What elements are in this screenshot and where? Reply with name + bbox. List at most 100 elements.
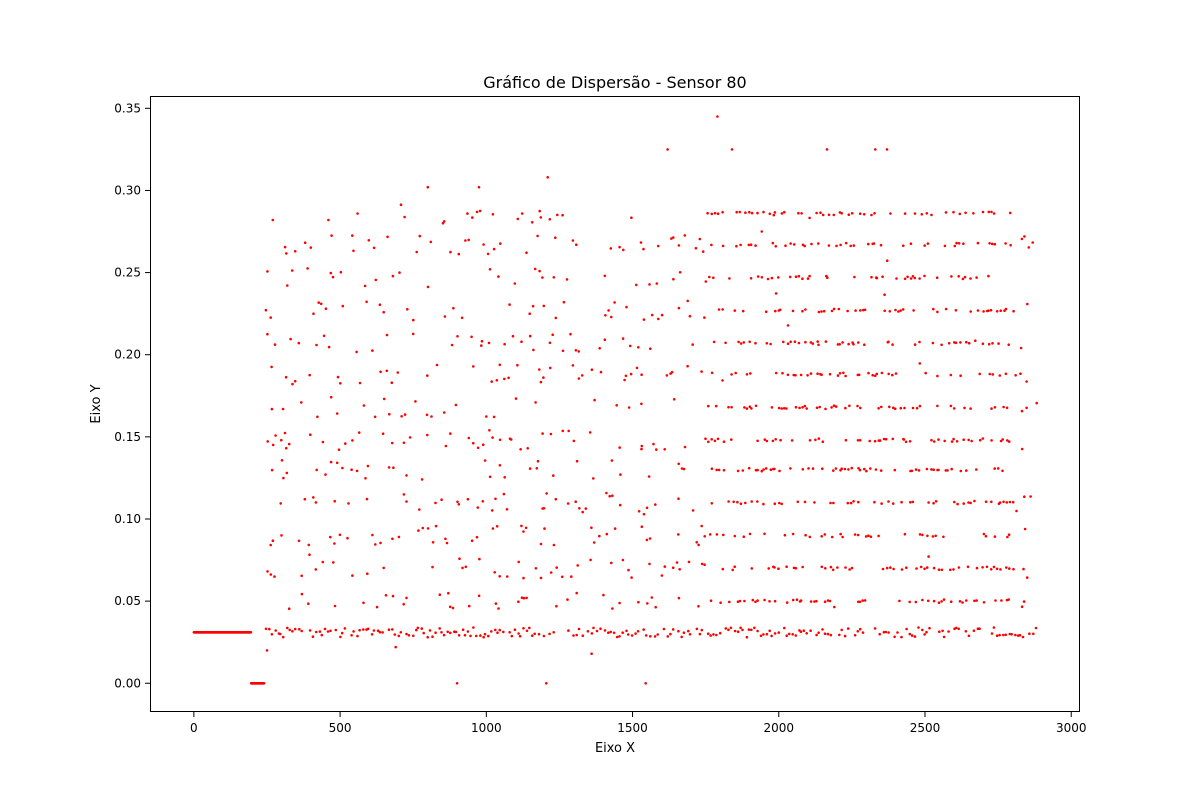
scatter-point — [910, 469, 914, 473]
scatter-point — [510, 634, 514, 638]
scatter-point — [646, 602, 649, 605]
scatter-point — [1022, 600, 1026, 603]
scatter-point — [374, 278, 378, 282]
scatter-point — [865, 469, 868, 473]
scatter-point — [1023, 495, 1026, 499]
scatter-point — [549, 432, 553, 436]
scatter-point — [891, 437, 895, 441]
scatter-point — [710, 438, 713, 441]
scatter-point — [947, 342, 951, 345]
scatter-point — [930, 213, 933, 217]
scatter-point — [636, 630, 640, 633]
scatter-point — [857, 341, 860, 344]
scatter-point — [748, 340, 751, 344]
scatter-point — [490, 630, 493, 633]
scatter-point — [990, 407, 993, 410]
scatter-point — [502, 630, 505, 634]
scatter-point — [932, 468, 935, 472]
scatter-point — [808, 216, 811, 220]
scatter-point — [778, 469, 781, 473]
scatter-point — [663, 565, 667, 568]
scatter-point — [932, 566, 936, 570]
x-tick-label: 3000 — [1056, 721, 1087, 735]
scatter-point — [425, 413, 429, 417]
scatter-point — [875, 372, 879, 376]
scatter-point — [542, 376, 545, 379]
scatter-point — [599, 627, 602, 630]
scatter-point — [572, 439, 576, 443]
scatter-point — [344, 442, 347, 445]
scatter-point — [874, 148, 877, 151]
scatter-point — [355, 469, 359, 473]
scatter-point — [772, 213, 776, 217]
scatter-point — [814, 438, 817, 442]
scatter-point — [628, 344, 632, 348]
scatter-point — [805, 632, 808, 635]
scatter-point — [841, 341, 844, 344]
scatter-point — [858, 439, 862, 442]
scatter-point — [650, 313, 654, 317]
scatter-point — [665, 374, 669, 377]
scatter-point — [847, 468, 850, 471]
scatter-point — [880, 405, 883, 409]
scatter-point — [940, 568, 944, 572]
scatter-point — [889, 566, 892, 569]
scatter-point — [909, 242, 913, 245]
scatter-point — [918, 277, 921, 280]
scatter-point — [905, 627, 908, 631]
scatter-point — [323, 627, 327, 631]
scatter-point — [777, 406, 781, 410]
scatter-point — [843, 467, 847, 471]
scatter-point — [967, 438, 970, 442]
scatter-point — [821, 628, 824, 631]
scatter-point — [931, 535, 935, 538]
scatter-point — [554, 497, 558, 501]
scatter-point — [716, 115, 719, 118]
scatter-point — [804, 308, 807, 311]
scatter-point — [783, 533, 787, 537]
scatter-point — [570, 575, 573, 578]
scatter-point — [421, 526, 425, 530]
scatter-point — [921, 628, 924, 632]
scatter-point — [269, 316, 273, 319]
scatter-point — [460, 316, 464, 320]
scatter-point — [618, 503, 622, 507]
scatter-point — [403, 413, 407, 416]
scatter-point — [918, 362, 922, 365]
scatter-point — [739, 626, 742, 630]
scatter-point — [508, 303, 511, 306]
scatter-point — [867, 534, 870, 537]
scatter-point — [603, 274, 607, 278]
scatter-point — [715, 533, 719, 536]
scatter-point — [796, 500, 800, 504]
scatter-point — [840, 212, 843, 215]
scatter-point — [497, 607, 500, 610]
scatter-point — [480, 339, 484, 343]
scatter-point — [894, 372, 898, 375]
scatter-point — [961, 601, 964, 604]
scatter-point — [391, 594, 395, 598]
scatter-point — [270, 468, 274, 472]
scatter-point — [285, 471, 289, 475]
scatter-point — [888, 405, 891, 409]
scatter-point — [975, 276, 978, 279]
scatter-point — [880, 371, 884, 375]
scatter-point — [273, 575, 276, 578]
scatter-point — [346, 536, 349, 540]
scatter-point — [640, 402, 643, 406]
scatter-point — [856, 630, 860, 633]
scatter-point — [546, 176, 549, 179]
scatter-point — [999, 309, 1002, 313]
scatter-point — [834, 405, 838, 408]
scatter-point — [677, 497, 680, 501]
scatter-point — [426, 185, 430, 189]
scatter-point — [763, 598, 766, 602]
scatter-point — [823, 600, 827, 603]
scatter-point — [561, 429, 565, 433]
scatter-point — [595, 629, 599, 633]
scatter-point — [494, 602, 498, 605]
scatter-point — [881, 275, 884, 279]
scatter-point — [736, 500, 739, 504]
scatter-point — [561, 349, 565, 353]
